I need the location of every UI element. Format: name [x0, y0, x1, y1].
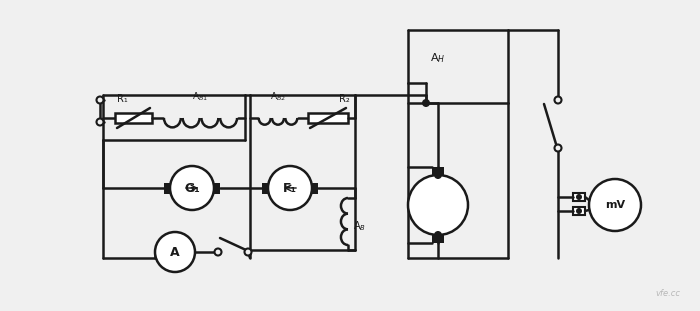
Circle shape [554, 96, 561, 104]
Text: A$_H$: A$_H$ [430, 51, 445, 65]
Bar [308, 113, 348, 123]
Text: A: A [170, 245, 180, 258]
Text: A$_B$: A$_B$ [353, 220, 366, 233]
Bar [573, 193, 585, 201]
Bar [164, 183, 170, 193]
Circle shape [576, 194, 582, 200]
Circle shape [170, 166, 214, 210]
Text: A$_{B2}$: A$_{B2}$ [270, 91, 286, 103]
Circle shape [97, 118, 104, 126]
Bar [312, 183, 318, 193]
Circle shape [434, 171, 442, 179]
Bar [115, 113, 152, 123]
Bar [432, 235, 444, 243]
Circle shape [408, 175, 468, 235]
Text: R₂: R₂ [340, 94, 350, 104]
Circle shape [589, 179, 641, 231]
Circle shape [576, 208, 582, 214]
Circle shape [155, 232, 195, 272]
Bar [573, 207, 585, 215]
Circle shape [244, 248, 251, 256]
Text: mV: mV [605, 200, 625, 210]
Bar [262, 183, 268, 193]
Circle shape [434, 231, 442, 239]
Bar [432, 167, 444, 175]
Text: R₁: R₁ [117, 94, 127, 104]
Text: F₁: F₁ [283, 182, 297, 194]
Circle shape [97, 96, 104, 104]
Circle shape [268, 166, 312, 210]
Circle shape [422, 99, 430, 107]
Circle shape [214, 248, 221, 256]
Text: A$_{B1}$: A$_{B1}$ [192, 91, 208, 103]
Text: vfe.cc: vfe.cc [655, 289, 680, 298]
Bar [214, 183, 220, 193]
Circle shape [554, 145, 561, 151]
Text: G₁: G₁ [184, 182, 200, 194]
